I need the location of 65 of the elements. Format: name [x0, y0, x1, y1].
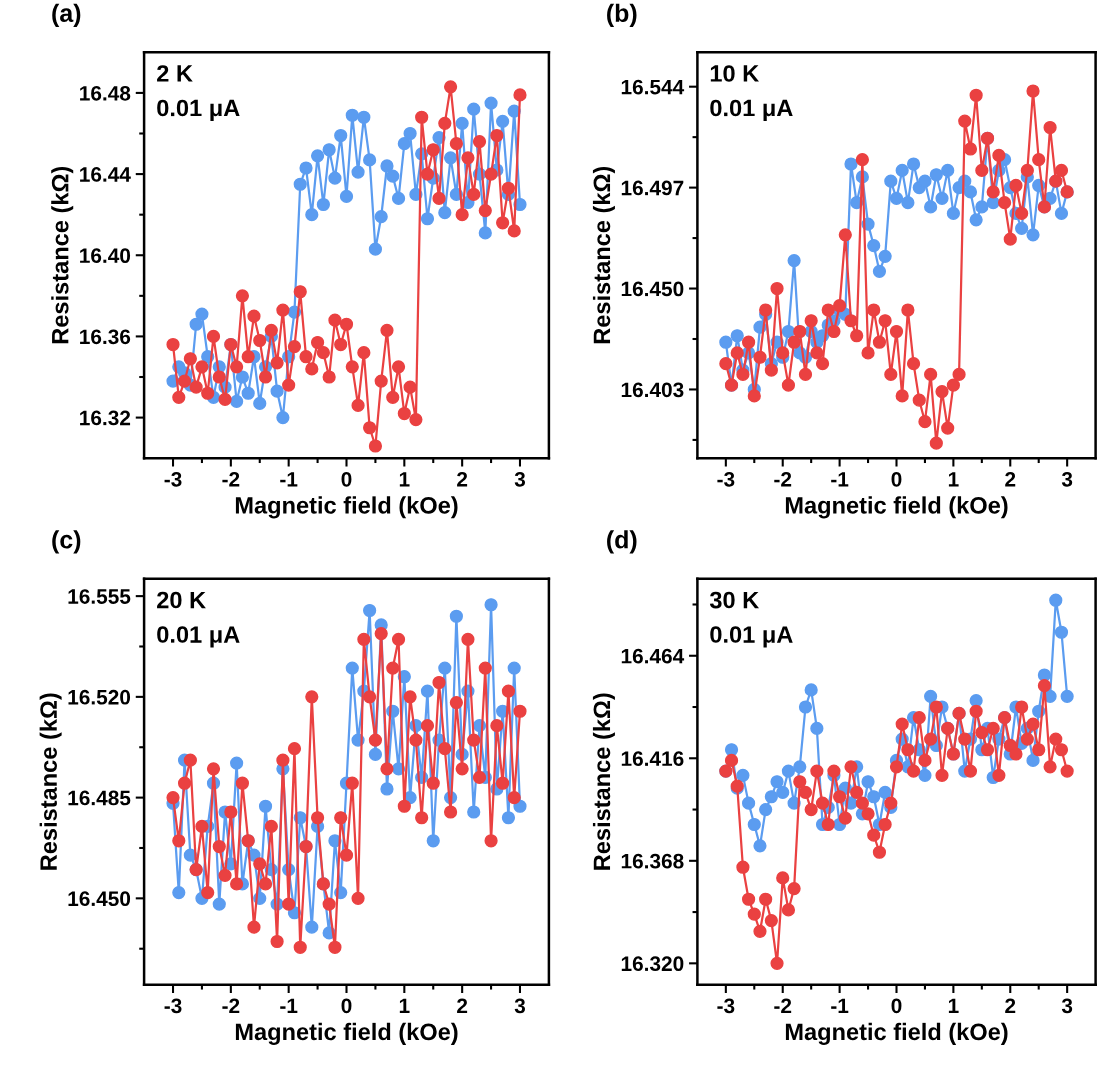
annotation: 0.01 μA — [157, 99, 240, 121]
x-tick-label: 0 — [891, 471, 902, 487]
x-tick-label: -2 — [774, 998, 792, 1013]
y-axis-title: Resistance (kΩ) — [592, 693, 615, 870]
x-axis-title: Magnetic field (kOe) — [235, 496, 458, 519]
y-tick-label: 16.497 — [621, 180, 684, 196]
x-tick-label: 0 — [341, 471, 352, 487]
x-axis-title: Magnetic field (kOe) — [785, 1022, 1008, 1045]
y-tick-label: 16.368 — [621, 853, 684, 869]
y-tick-label: 16.464 — [621, 648, 685, 664]
y-tick-label: 16.403 — [621, 382, 684, 398]
x-tick-label: -2 — [222, 998, 240, 1013]
x-tick-label: 1 — [948, 472, 959, 487]
annotation: 0.01 μA — [157, 626, 240, 648]
y-axis-title: Resistance (kΩ) — [39, 693, 62, 870]
x-tick-label: 1 — [399, 472, 410, 487]
x-tick-label: -3 — [717, 998, 735, 1014]
chart-title: (a) — [52, 3, 81, 27]
chart-title: (b) — [607, 3, 637, 27]
x-tick-label: 2 — [457, 471, 468, 487]
annotation: 0.01 μA — [710, 99, 793, 121]
x-tick-label: -3 — [164, 998, 182, 1014]
x-tick-label: -3 — [164, 471, 182, 487]
y-axis-title: Resistance (kΩ) — [51, 166, 74, 344]
x-tick-label: 3 — [1061, 471, 1073, 487]
y-tick-label: 16.416 — [621, 751, 684, 767]
x-tick-label: 3 — [1061, 998, 1073, 1014]
x-tick-label: -1 — [280, 998, 298, 1013]
x-tick-label: -2 — [774, 471, 792, 487]
y-tick-label: 16.450 — [68, 891, 131, 907]
x-tick-label: 3 — [514, 998, 526, 1014]
y-tick-label: 16.32 — [80, 410, 131, 426]
x-tick-label: 2 — [457, 998, 468, 1013]
x-tick-label: -1 — [280, 472, 298, 487]
x-tick-label: 0 — [341, 998, 352, 1014]
y-tick-label: 16.48 — [80, 85, 131, 101]
y-tick-label: 16.450 — [621, 281, 684, 297]
y-tick-label: 16.520 — [68, 689, 131, 705]
annotation: 10 K — [710, 65, 759, 82]
x-tick-label: 0 — [891, 998, 902, 1014]
chart-title: (c) — [52, 530, 81, 554]
x-tick-label: 1 — [948, 998, 959, 1013]
annotation: 0.01 μA — [710, 626, 793, 648]
chart-title: (d) — [607, 530, 637, 554]
x-tick-label: -2 — [222, 471, 240, 487]
x-tick-label: 3 — [514, 471, 526, 487]
annotation: 2 K — [157, 65, 193, 82]
y-tick-label: 16.485 — [68, 790, 131, 806]
x-axis-title: Magnetic field (kOe) — [235, 1022, 458, 1045]
x-tick-label: -1 — [831, 998, 849, 1013]
y-tick-label: 16.544 — [621, 79, 685, 95]
x-tick-label: 2 — [1005, 471, 1016, 487]
y-tick-label: 16.320 — [621, 956, 684, 972]
y-axis-title: Resistance (kΩ) — [592, 166, 615, 344]
x-axis-title: Magnetic field (kOe) — [785, 496, 1008, 519]
y-tick-label: 16.36 — [80, 329, 131, 345]
x-tick-label: 1 — [399, 998, 410, 1013]
annotation: 30 K — [709, 591, 759, 609]
y-tick-label: 16.40 — [80, 248, 131, 264]
annotation: 20 K — [157, 591, 206, 609]
y-tick-label: 16.555 — [68, 589, 131, 604]
x-tick-label: -1 — [831, 472, 849, 487]
y-tick-label: 16.44 — [80, 167, 131, 182]
x-tick-label: -3 — [717, 471, 735, 487]
x-tick-label: 2 — [1005, 998, 1016, 1013]
